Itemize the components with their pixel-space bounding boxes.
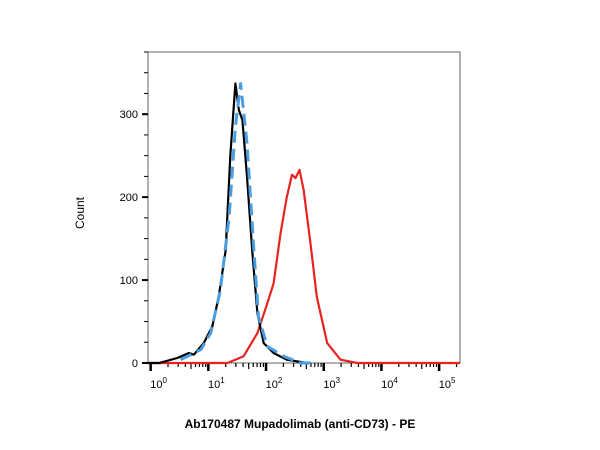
series-line-2 [179,82,315,365]
x-tick-label: 101 [208,376,225,391]
series-line-0 [148,168,460,365]
series-group [148,82,460,365]
x-tick-label: 102 [266,376,283,391]
y-tick-label: 300 [120,109,138,121]
x-axis-title: Ab170487 Mupadolimab (anti-CD73) - PE [185,417,416,431]
y-tick-label: 0 [132,358,138,370]
y-axis: 0 100 200 300 [120,51,148,370]
x-axis: 100 101 102 103 104 105 [149,363,458,391]
y-axis-title: Count [73,196,87,229]
x-tick-label: 104 [381,376,398,391]
x-tick-label: 103 [323,376,340,391]
plot-frame [147,51,461,364]
x-tick-label: 100 [150,376,167,391]
x-tick-label: 105 [439,376,456,391]
series-line-1 [148,82,308,365]
y-tick-label: 100 [120,275,138,287]
y-tick-label: 200 [120,192,138,204]
